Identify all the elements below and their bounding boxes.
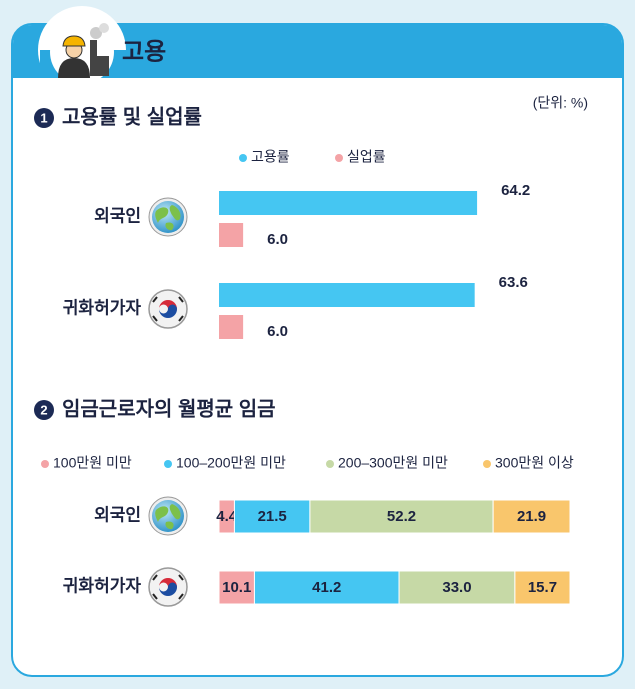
section-number: 2	[40, 402, 47, 417]
section-title: 임금근로자의 월평균 임금	[62, 397, 276, 420]
value-label: 15.7	[528, 579, 557, 596]
category-icon	[148, 567, 188, 607]
value-label: 6.0	[267, 323, 288, 340]
category-icon	[148, 197, 188, 237]
bar	[219, 283, 475, 307]
legend-label: 고용률	[251, 149, 290, 165]
bar-segment	[309, 499, 494, 534]
worker-icon	[58, 23, 109, 78]
legend-swatch	[239, 154, 247, 162]
value-label: 64.2	[501, 182, 530, 199]
value-label: 52.2	[387, 508, 416, 525]
section-number-badge	[34, 400, 54, 420]
legend-label: 실업률	[347, 149, 386, 165]
value-label: 4.4	[216, 508, 238, 525]
bar-segment	[218, 570, 255, 605]
value-label: 21.5	[258, 508, 287, 525]
value-label: 33.0	[442, 579, 471, 596]
bar-segment	[514, 570, 571, 605]
category-icon	[148, 496, 188, 536]
bar-segment	[492, 499, 571, 534]
legend-swatch	[483, 460, 491, 468]
bar	[219, 191, 478, 215]
legend-swatch	[326, 460, 334, 468]
unit-note: (단위: %)	[533, 95, 588, 111]
bar	[219, 223, 244, 247]
legend-swatch	[164, 460, 172, 468]
category-label: 외국인	[94, 505, 141, 524]
legend-swatch	[41, 460, 49, 468]
bar-segment	[398, 570, 516, 605]
bar-segment	[233, 499, 311, 534]
section-number-badge	[34, 108, 54, 128]
section-title: 고용률 및 실업률	[62, 105, 202, 128]
category-label: 귀화허가자	[63, 576, 142, 595]
section-number: 1	[40, 110, 47, 125]
legend-label: 100–200만원 미만	[176, 455, 286, 471]
value-label: 41.2	[312, 579, 341, 596]
bar-segment	[253, 570, 400, 605]
bar	[219, 315, 244, 339]
legend-label: 300만원 이상	[495, 455, 574, 471]
legend-swatch	[335, 154, 343, 162]
value-label: 21.9	[517, 508, 546, 525]
category-label: 외국인	[94, 206, 141, 225]
legend-label: 100만원 미만	[53, 455, 132, 471]
value-label: 10.1	[222, 579, 251, 596]
value-label: 6.0	[267, 231, 288, 248]
header-band	[13, 25, 622, 78]
header-title: 고용	[122, 38, 166, 65]
legend-label: 200–300만원 미만	[338, 455, 448, 471]
value-label: 63.6	[499, 274, 528, 291]
category-label: 귀화허가자	[63, 298, 142, 317]
category-icon	[148, 289, 188, 329]
